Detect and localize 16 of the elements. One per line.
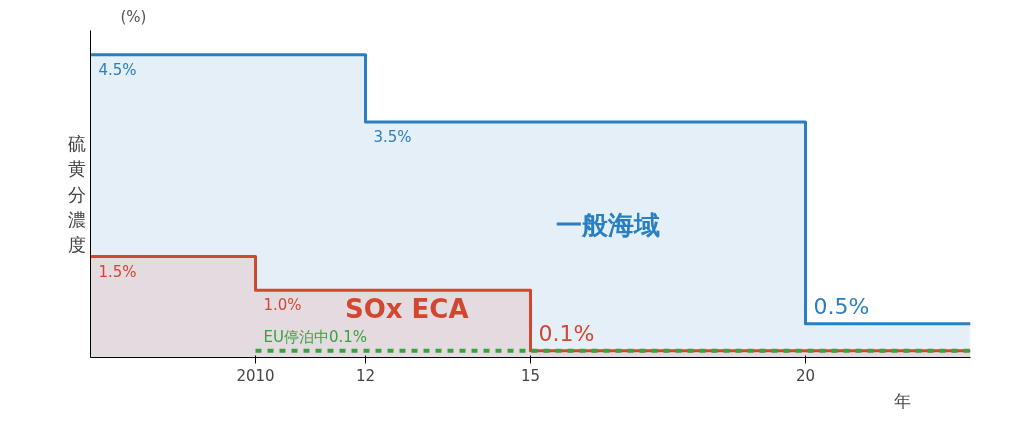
x-tick-label: 12	[355, 366, 376, 385]
data-label: 3.5%	[373, 128, 412, 147]
data-label: 0.1%	[538, 320, 595, 346]
y-axis-title: 硫黄分濃度	[67, 133, 86, 255]
x-axis-title: 年	[893, 390, 911, 411]
series-label: 一般海域	[555, 209, 660, 240]
data-label: 1.5%	[98, 262, 137, 281]
data-label: 1.0%	[263, 296, 302, 315]
x-tick-label: 20	[795, 366, 816, 385]
text: (%)	[120, 7, 147, 26]
x-tick-label: 15	[520, 366, 541, 385]
data-label: EU停泊中0.1%	[263, 327, 368, 346]
data-label: 0.5%	[813, 293, 870, 319]
x-tick-label: 2010	[236, 366, 275, 385]
series-label: SOx ECA	[344, 293, 469, 324]
data-label: 4.5%	[98, 60, 137, 79]
